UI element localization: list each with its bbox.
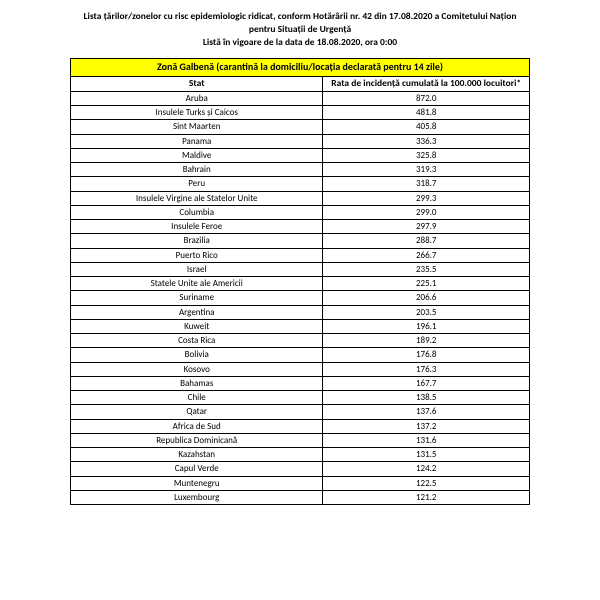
cell-stat: Republica Dominicană [71,433,323,447]
cell-rate: 872.0 [323,91,530,105]
table-row: Africa de Sud137.2 [71,419,530,433]
cell-rate: 131.5 [323,448,530,462]
table-row: Columbia299.0 [71,205,530,219]
table-row: Chile138.5 [71,391,530,405]
cell-stat: Kuweit [71,319,323,333]
table-row: Sint Maarten405.8 [71,120,530,134]
table-row: Capul Verde124.2 [71,462,530,476]
cell-rate: 299.0 [323,205,530,219]
cell-rate: 235.5 [323,262,530,276]
cell-stat: Suriname [71,291,323,305]
cell-rate: 288.7 [323,234,530,248]
cell-rate: 319.3 [323,163,530,177]
table-row: Kuweit196.1 [71,319,530,333]
cell-stat: Insulele Turks și Caicos [71,106,323,120]
table-row: Bolivia176.8 [71,348,530,362]
column-header-row: Stat Rata de incidență cumulată la 100.0… [71,76,530,91]
document-header: Lista țărilor/zonelor cu risc epidemiolo… [20,10,580,48]
cell-rate: 121.2 [323,490,530,504]
cell-rate: 336.3 [323,134,530,148]
table-row: Republica Dominicană131.6 [71,433,530,447]
cell-stat: Qatar [71,405,323,419]
table-row: Insulele Turks și Caicos481.8 [71,106,530,120]
cell-rate: 137.6 [323,405,530,419]
cell-rate: 325.8 [323,148,530,162]
cell-rate: 405.8 [323,120,530,134]
cell-stat: Chile [71,391,323,405]
zone-header-row: Zonă Galbenă (carantină la domiciliu/loc… [71,59,530,77]
table-row: Bahamas167.7 [71,376,530,390]
cell-rate: 131.6 [323,433,530,447]
cell-rate: 318.7 [323,177,530,191]
cell-stat: Sint Maarten [71,120,323,134]
table-row: Costa Rica189.2 [71,334,530,348]
cell-rate: 137.2 [323,419,530,433]
cell-rate: 122.5 [323,476,530,490]
cell-stat: Puerto Rico [71,248,323,262]
cell-rate: 176.3 [323,362,530,376]
cell-stat: Statele Unite ale Americii [71,277,323,291]
table-row: Muntenegru122.5 [71,476,530,490]
cell-stat: Insulele Virgine ale Statelor Unite [71,191,323,205]
cell-stat: Israel [71,262,323,276]
cell-stat: Costa Rica [71,334,323,348]
table-row: Insulele Virgine ale Statelor Unite299.3 [71,191,530,205]
table-row: Insulele Feroe297.9 [71,220,530,234]
table-row: Aruba872.0 [71,91,530,105]
table-row: Qatar137.6 [71,405,530,419]
cell-stat: Muntenegru [71,476,323,490]
cell-stat: Bahrain [71,163,323,177]
cell-stat: Capul Verde [71,462,323,476]
cell-rate: 481.8 [323,106,530,120]
zone-header-cell: Zonă Galbenă (carantină la domiciliu/loc… [71,59,530,77]
cell-rate: 196.1 [323,319,530,333]
table-row: Israel235.5 [71,262,530,276]
cell-rate: 266.7 [323,248,530,262]
header-line-3: Listă în vigoare de la data de 18.08.202… [20,36,580,49]
cell-rate: 203.5 [323,305,530,319]
incidence-table: Zonă Galbenă (carantină la domiciliu/loc… [70,58,530,505]
column-header-stat: Stat [71,76,323,91]
cell-stat: Panama [71,134,323,148]
cell-stat: Aruba [71,91,323,105]
table-row: Kazahstan131.5 [71,448,530,462]
table-row: Luxembourg121.2 [71,490,530,504]
cell-stat: Maldive [71,148,323,162]
cell-stat: Bolivia [71,348,323,362]
table-row: Maldive325.8 [71,148,530,162]
cell-rate: 206.6 [323,291,530,305]
table-row: Kosovo176.3 [71,362,530,376]
cell-stat: Luxembourg [71,490,323,504]
cell-rate: 124.2 [323,462,530,476]
table-row: Peru318.7 [71,177,530,191]
cell-rate: 297.9 [323,220,530,234]
table-row: Panama336.3 [71,134,530,148]
table-row: Puerto Rico266.7 [71,248,530,262]
table-row: Suriname206.6 [71,291,530,305]
table-row: Brazilia288.7 [71,234,530,248]
cell-stat: Kazahstan [71,448,323,462]
column-header-rate: Rata de incidență cumulată la 100.000 lo… [323,76,530,91]
cell-rate: 138.5 [323,391,530,405]
cell-stat: Columbia [71,205,323,219]
cell-stat: Brazilia [71,234,323,248]
cell-rate: 299.3 [323,191,530,205]
table-row: Statele Unite ale Americii225.1 [71,277,530,291]
cell-stat: Bahamas [71,376,323,390]
cell-stat: Peru [71,177,323,191]
cell-rate: 225.1 [323,277,530,291]
cell-rate: 176.8 [323,348,530,362]
table-row: Bahrain319.3 [71,163,530,177]
cell-rate: 167.7 [323,376,530,390]
header-line-2: pentru Situații de Urgență [20,23,580,36]
cell-stat: Insulele Feroe [71,220,323,234]
table-row: Argentina203.5 [71,305,530,319]
header-line-1: Lista țărilor/zonelor cu risc epidemiolo… [20,10,580,23]
cell-rate: 189.2 [323,334,530,348]
cell-stat: Kosovo [71,362,323,376]
cell-stat: Argentina [71,305,323,319]
cell-stat: Africa de Sud [71,419,323,433]
